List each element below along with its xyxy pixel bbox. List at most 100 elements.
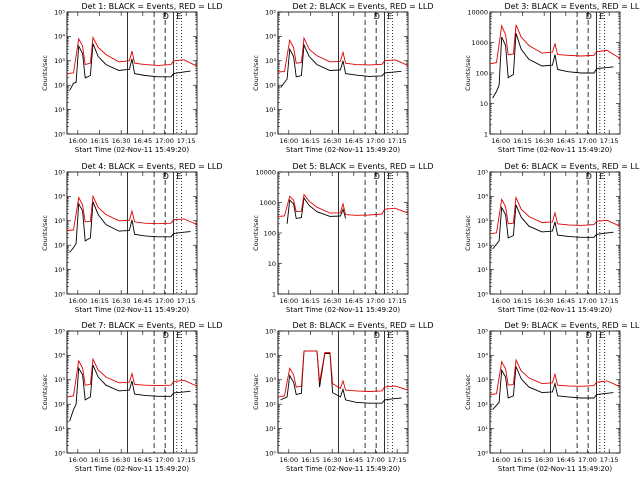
events-series-line bbox=[492, 366, 614, 410]
events-series-line bbox=[492, 33, 614, 99]
x-tick-label: 16:00 bbox=[279, 456, 298, 464]
x-tick-label: 16:45 bbox=[556, 456, 575, 464]
x-tick-label: 16:30 bbox=[112, 137, 131, 145]
x-tick-label: 16:00 bbox=[68, 297, 87, 305]
plot-frame bbox=[277, 171, 409, 295]
lld-series-line bbox=[277, 193, 409, 217]
y-tick-label: 100 bbox=[264, 229, 276, 237]
y-tick-label: 10⁰ bbox=[265, 449, 276, 457]
plot-frame bbox=[277, 11, 409, 135]
x-axis-label: Start Time (02-Nov-11 15:49:20) bbox=[286, 146, 400, 154]
y-axis-label: Counts/sec bbox=[464, 374, 472, 410]
y-axis-label: Counts/sec bbox=[464, 215, 472, 251]
panel-title: Det 6: BLACK = Events, RED = LLD bbox=[505, 162, 640, 171]
y-tick-label: 10000 bbox=[255, 168, 276, 176]
detector-panel: Det 4: BLACK = Events, RED = LLD 10⁰ 10¹ 10… bbox=[41, 162, 222, 314]
y-tick-label: 1000 bbox=[471, 39, 488, 47]
x-tick-label: 16:45 bbox=[133, 137, 152, 145]
marker-annotation: D bbox=[163, 172, 169, 181]
marker-annotation: E bbox=[176, 12, 181, 21]
x-tick-label: 16:15 bbox=[301, 456, 320, 464]
marker-annotation: D bbox=[163, 331, 169, 340]
detector-panel: Det 7: BLACK = Events, RED = LLD 10⁰ 10¹ 10… bbox=[41, 321, 222, 473]
y-tick-label: 10⁴ bbox=[477, 193, 488, 201]
x-tick-label: 17:00 bbox=[578, 297, 597, 305]
x-tick-label: 16:45 bbox=[344, 137, 363, 145]
x-tick-label: 17:15 bbox=[177, 456, 196, 464]
x-tick-label: 16:30 bbox=[323, 297, 342, 305]
detector-panel: Det 9: BLACK = Events, RED = LLD 10⁰ 10¹ 10… bbox=[464, 321, 640, 473]
y-tick-label: 10⁰ bbox=[54, 130, 65, 138]
y-tick-label: 10² bbox=[477, 242, 488, 250]
y-axis-label: Counts/sec bbox=[252, 215, 260, 251]
lld-series-line bbox=[489, 195, 621, 235]
panel-title: Det 8: BLACK = Events, RED = LLD bbox=[293, 321, 434, 330]
y-tick-label: 10² bbox=[54, 82, 65, 90]
x-tick-label: 17:00 bbox=[578, 137, 597, 145]
x-tick-label: 16:45 bbox=[133, 297, 152, 305]
x-tick-label: 16:00 bbox=[279, 297, 298, 305]
plot-frame bbox=[489, 171, 621, 295]
x-tick-label: 16:30 bbox=[323, 137, 342, 145]
x-tick-label: 17:15 bbox=[177, 137, 196, 145]
y-tick-label: 10⁴ bbox=[265, 33, 276, 41]
lld-series-line bbox=[66, 35, 198, 75]
x-tick-label: 17:15 bbox=[388, 137, 407, 145]
y-tick-label: 10⁵ bbox=[54, 327, 65, 335]
x-tick-label: 17:00 bbox=[366, 297, 385, 305]
y-tick-label: 10³ bbox=[265, 57, 276, 65]
x-tick-label: 17:00 bbox=[155, 456, 174, 464]
marker-annotation: D bbox=[586, 12, 592, 21]
x-tick-label: 17:15 bbox=[600, 137, 619, 145]
lld-series-line bbox=[66, 194, 198, 231]
x-tick-label: 16:30 bbox=[535, 297, 554, 305]
y-tick-label: 10³ bbox=[477, 376, 488, 384]
y-tick-label: 10³ bbox=[477, 217, 488, 225]
x-tick-label: 16:15 bbox=[90, 456, 109, 464]
x-axis-label: Start Time (02-Nov-11 15:49:20) bbox=[498, 306, 612, 314]
y-tick-label: 10⁴ bbox=[54, 33, 65, 41]
x-tick-label: 17:15 bbox=[600, 456, 619, 464]
y-tick-label: 10⁴ bbox=[265, 352, 276, 360]
y-tick-label: 10¹ bbox=[477, 266, 488, 274]
x-tick-label: 16:30 bbox=[535, 456, 554, 464]
x-tick-label: 16:15 bbox=[301, 137, 320, 145]
x-tick-label: 17:00 bbox=[366, 456, 385, 464]
x-tick-label: 16:45 bbox=[344, 297, 363, 305]
events-series-line bbox=[69, 201, 191, 253]
x-tick-label: 16:45 bbox=[344, 456, 363, 464]
y-tick-label: 10⁰ bbox=[477, 290, 488, 298]
marker-annotation: E bbox=[387, 12, 392, 21]
y-tick-label: 10¹ bbox=[54, 106, 65, 114]
y-tick-label: 10² bbox=[477, 401, 488, 409]
x-tick-label: 16:00 bbox=[491, 297, 510, 305]
y-tick-label: 10² bbox=[54, 242, 65, 250]
y-tick-label: 10 bbox=[268, 260, 276, 268]
x-tick-label: 16:45 bbox=[556, 137, 575, 145]
x-tick-label: 16:15 bbox=[513, 297, 532, 305]
x-tick-label: 16:30 bbox=[535, 137, 554, 145]
detector-panel: Det 5: BLACK = Events, RED = LLD 1 10 100 10… bbox=[252, 162, 433, 314]
y-axis-label: Counts/sec bbox=[464, 55, 472, 91]
events-series-line bbox=[69, 364, 191, 422]
events-series-line bbox=[69, 43, 191, 91]
marker-annotation: E bbox=[176, 172, 181, 181]
y-axis-label: Counts/sec bbox=[41, 215, 49, 251]
marker-annotation: D bbox=[586, 331, 592, 340]
panel-title: Det 7: BLACK = Events, RED = LLD bbox=[82, 321, 223, 330]
y-tick-label: 10⁵ bbox=[265, 327, 276, 335]
plot-frame bbox=[66, 330, 198, 454]
y-tick-label: 1 bbox=[484, 130, 488, 138]
y-tick-label: 10⁰ bbox=[265, 130, 276, 138]
x-tick-label: 16:00 bbox=[68, 137, 87, 145]
x-tick-label: 16:00 bbox=[491, 456, 510, 464]
x-axis-label: Start Time (02-Nov-11 15:49:20) bbox=[498, 465, 612, 473]
x-tick-label: 16:00 bbox=[68, 456, 87, 464]
lld-series-line bbox=[277, 350, 409, 398]
events-series-line bbox=[280, 43, 402, 88]
x-axis-label: Start Time (02-Nov-11 15:49:20) bbox=[498, 146, 612, 154]
x-tick-label: 17:15 bbox=[388, 297, 407, 305]
y-tick-label: 10¹ bbox=[265, 425, 276, 433]
detector-panel: Det 8: BLACK = Events, RED = LLD 10⁰ 10¹ 10… bbox=[252, 321, 433, 473]
x-tick-label: 16:15 bbox=[301, 297, 320, 305]
